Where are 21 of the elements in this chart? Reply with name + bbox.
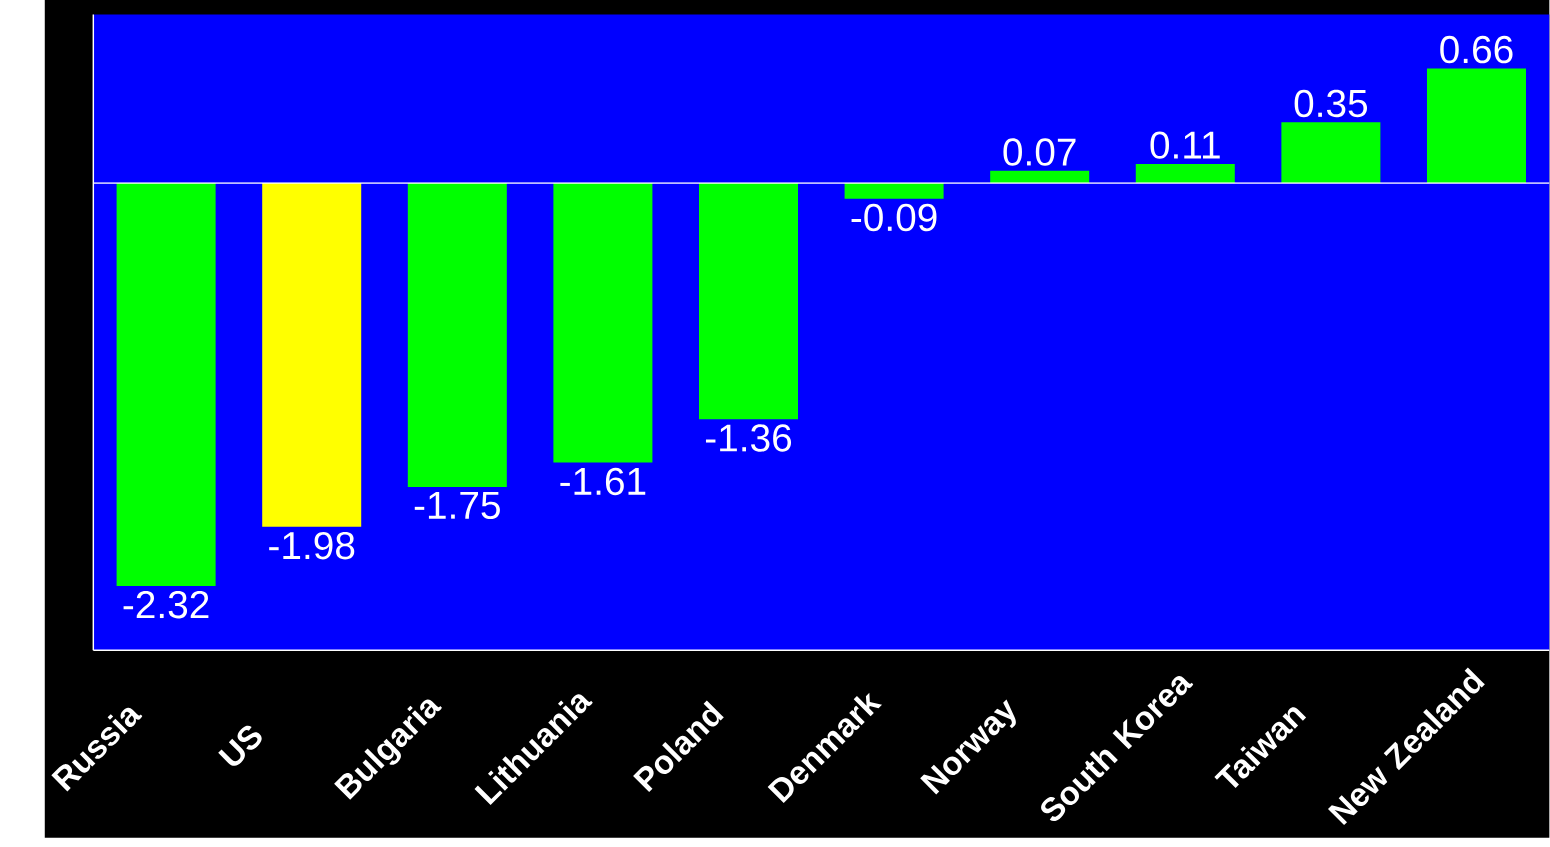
bar xyxy=(116,183,216,586)
data-label: -0.09 xyxy=(851,203,937,232)
bar xyxy=(990,170,1090,184)
data-label: -1.61 xyxy=(560,467,646,496)
x-tick-label: US xyxy=(218,725,262,766)
bar xyxy=(698,183,798,420)
bar xyxy=(407,183,507,487)
data-label: 0.07 xyxy=(1003,138,1076,166)
bar xyxy=(1281,122,1381,184)
data-label: -1.75 xyxy=(414,492,500,520)
bar xyxy=(1135,164,1235,184)
data-label: 0.35 xyxy=(1294,89,1368,118)
data-label: -2.32 xyxy=(123,591,209,619)
bar xyxy=(553,183,653,463)
bar xyxy=(844,183,944,199)
data-label: 0.11 xyxy=(1150,131,1220,159)
data-label: -1.36 xyxy=(705,424,792,452)
bar xyxy=(1426,68,1526,184)
data-label: 0.66 xyxy=(1440,35,1513,64)
data-label: -1.98 xyxy=(269,531,355,560)
bar xyxy=(262,183,362,527)
